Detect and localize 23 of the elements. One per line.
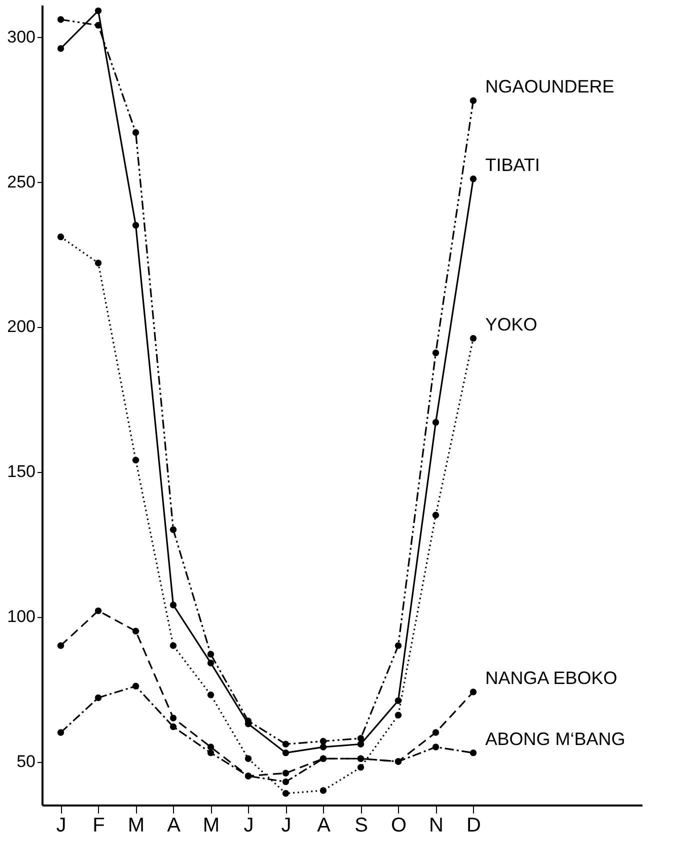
series-label: NANGA EBOKO <box>485 668 618 688</box>
x-tick-label: M <box>202 814 220 836</box>
y-tick-label: 50 <box>16 752 36 772</box>
x-tick-label: A <box>317 814 332 836</box>
x-tick-label: J <box>281 814 292 836</box>
series-label: ABONG M‘BANG <box>485 728 626 749</box>
x-tick-label: O <box>390 814 407 836</box>
y-tick-label: 250 <box>7 172 36 192</box>
x-tick-label: S <box>354 814 368 836</box>
x-tick-label: D <box>466 814 481 836</box>
y-tick-label: 300 <box>7 27 36 46</box>
y-tick-label: 100 <box>7 607 36 626</box>
x-tick-label: M <box>128 814 145 836</box>
y-tick-label: 150 <box>7 462 36 482</box>
x-tick-label: F <box>92 814 105 836</box>
y-tick-label: 200 <box>7 317 36 336</box>
x-tick-label: J <box>244 814 254 836</box>
x-tick-label: A <box>167 814 182 836</box>
x-tick-label: J <box>56 814 66 836</box>
x-tick-label: N <box>429 814 444 836</box>
series-label: NGAOUNDERE <box>485 76 614 97</box>
series-label: TIBATI <box>485 154 540 175</box>
series-label: YOKO <box>485 314 538 334</box>
